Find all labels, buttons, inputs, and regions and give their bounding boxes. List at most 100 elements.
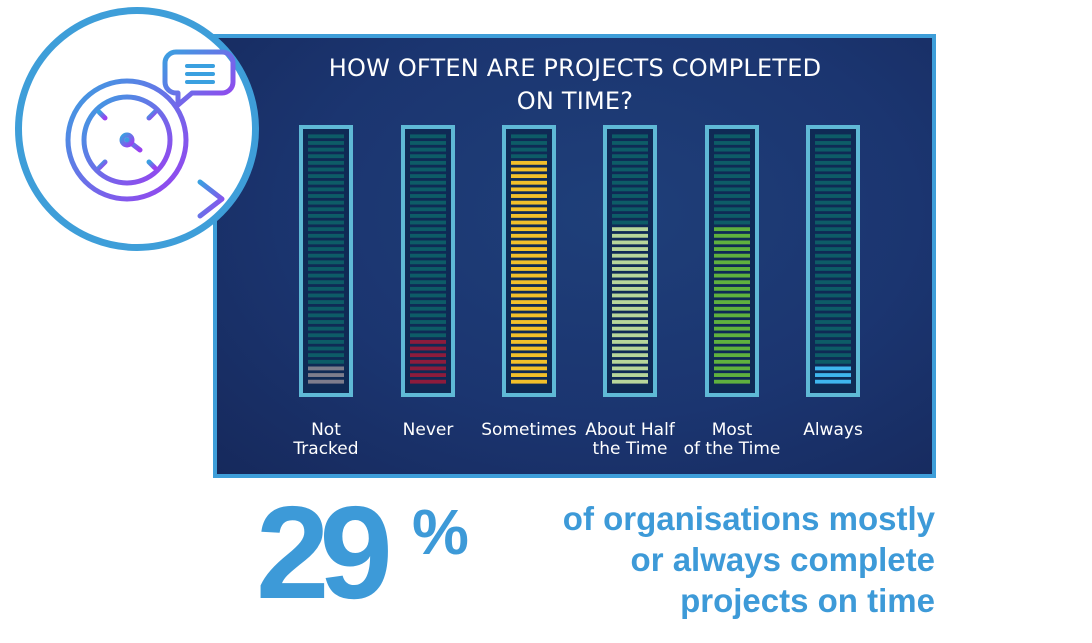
bar-segment-track bbox=[410, 220, 446, 225]
bar-segment-track bbox=[308, 253, 344, 258]
bar-segment-lit bbox=[511, 167, 547, 172]
bar-segment-track bbox=[410, 293, 446, 298]
bar-segment-lit bbox=[612, 280, 648, 285]
bar-segment-lit bbox=[511, 300, 547, 305]
bar-segment-track bbox=[308, 320, 344, 324]
bar-segment-lit bbox=[511, 207, 547, 212]
bar-segment-track bbox=[714, 160, 750, 165]
bar-segment-track bbox=[308, 247, 344, 251]
bar-segment-track bbox=[410, 253, 446, 258]
bar-segment-lit bbox=[612, 333, 648, 338]
bar-segment-track bbox=[308, 213, 344, 218]
bar-segment-track bbox=[511, 134, 547, 139]
bar-segment-track bbox=[815, 167, 851, 172]
bar-segment-lit bbox=[511, 240, 547, 245]
bar-segment-lit bbox=[612, 320, 648, 324]
bar-segment-track bbox=[308, 273, 344, 278]
bar-segment-track bbox=[308, 147, 344, 152]
bar-segment-track bbox=[815, 359, 851, 364]
bar-segment-track bbox=[410, 280, 446, 285]
bar-segment-lit bbox=[511, 359, 547, 364]
bar-segment-track bbox=[410, 260, 446, 265]
bar-segment-track bbox=[511, 141, 547, 145]
bar-segment-track bbox=[308, 174, 344, 179]
bar-segment-track bbox=[308, 240, 344, 245]
bar-segment-track bbox=[410, 333, 446, 338]
category-label: Not Tracked bbox=[293, 420, 359, 459]
bar-segment-lit bbox=[714, 240, 750, 245]
bar-segment-lit bbox=[612, 346, 648, 351]
bar-segment-track bbox=[308, 167, 344, 172]
bar-segment-track bbox=[714, 220, 750, 225]
bar-group-3 bbox=[603, 125, 657, 397]
bar-segment-lit bbox=[714, 247, 750, 251]
bar-segment-lit bbox=[714, 260, 750, 265]
bar-segment-lit bbox=[815, 366, 851, 371]
bar-segment-track bbox=[410, 194, 446, 198]
bar-segment-track bbox=[815, 333, 851, 338]
bar-segment-track bbox=[410, 134, 446, 139]
bar-segment-track bbox=[308, 306, 344, 311]
bar-segment-lit bbox=[511, 233, 547, 238]
bar-segment-track bbox=[308, 293, 344, 298]
bar-segment-lit bbox=[714, 359, 750, 364]
category-label: About Half the Time bbox=[585, 420, 675, 459]
bar-segment-lit bbox=[714, 293, 750, 298]
bar-segment-lit bbox=[815, 379, 851, 384]
bar-segment-lit bbox=[714, 267, 750, 271]
bar-segment-track bbox=[410, 167, 446, 172]
bar-segment-lit bbox=[410, 346, 446, 351]
bar-segment-lit bbox=[511, 267, 547, 271]
bar-segment-lit bbox=[714, 286, 750, 291]
bar-segment-track bbox=[815, 180, 851, 185]
bar-segment-lit bbox=[714, 366, 750, 371]
bar-segment-track bbox=[612, 200, 648, 205]
bar-segment-lit bbox=[612, 300, 648, 305]
bar-segment-lit bbox=[612, 339, 648, 344]
bar-segment-lit bbox=[714, 353, 750, 358]
bar-segment-lit bbox=[612, 359, 648, 364]
bar-segment-track bbox=[410, 306, 446, 311]
bar-segment-lit bbox=[308, 366, 344, 371]
bar-segment-track bbox=[612, 180, 648, 185]
bar-segment-track bbox=[815, 247, 851, 251]
bar-segment-lit bbox=[511, 194, 547, 198]
bar-segment-track bbox=[410, 326, 446, 331]
bar-segment-lit bbox=[511, 273, 547, 278]
bar-segment-lit bbox=[511, 293, 547, 298]
bar-segment-track bbox=[410, 267, 446, 271]
bar-segment-track bbox=[410, 141, 446, 145]
category-label: Never bbox=[402, 420, 454, 440]
bar-segment-track bbox=[410, 174, 446, 179]
bar-segment-track bbox=[308, 227, 344, 232]
bar-segment-track bbox=[815, 240, 851, 245]
bar-segment-lit bbox=[612, 240, 648, 245]
bar-segment-track bbox=[612, 194, 648, 198]
bar-segment-lit bbox=[714, 339, 750, 344]
bar-segment-lit bbox=[612, 233, 648, 238]
bar-segment-track bbox=[410, 320, 446, 324]
bar-segment-track bbox=[714, 134, 750, 139]
bar-segment-track bbox=[612, 141, 648, 145]
bar-segment-track bbox=[815, 253, 851, 258]
bar-segment-track bbox=[714, 180, 750, 185]
bar-segment-track bbox=[612, 187, 648, 192]
bar-segment-track bbox=[308, 339, 344, 344]
bar-segment-lit bbox=[612, 247, 648, 251]
bar-segment-lit bbox=[612, 379, 648, 384]
bar-segment-track bbox=[714, 207, 750, 212]
bar-segment-track bbox=[815, 346, 851, 351]
category-label: Always bbox=[803, 420, 863, 440]
stat-text: of organisations mostly or always comple… bbox=[562, 500, 935, 619]
bar-segment-track bbox=[308, 194, 344, 198]
bar-segment-track bbox=[815, 280, 851, 285]
bar-segment-track bbox=[410, 227, 446, 232]
chat-bubble-icon bbox=[162, 49, 236, 108]
bar-segment-track bbox=[308, 207, 344, 212]
bar-segment-lit bbox=[714, 379, 750, 384]
bar-segment-track bbox=[308, 326, 344, 331]
bar-segment-lit bbox=[511, 379, 547, 384]
bar-segment-lit bbox=[612, 273, 648, 278]
bar-segment-track bbox=[815, 320, 851, 324]
bar-segment-lit bbox=[511, 346, 547, 351]
